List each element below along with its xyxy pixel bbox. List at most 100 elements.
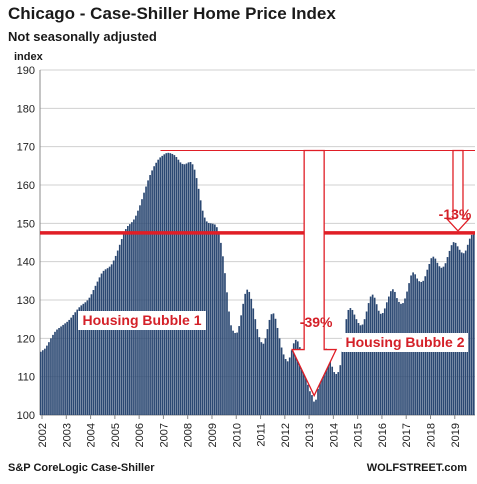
bar	[321, 361, 323, 415]
bar	[345, 319, 348, 415]
y-tick-label: 100	[17, 410, 35, 422]
bar	[369, 296, 372, 415]
bar	[185, 163, 188, 415]
bar	[74, 312, 77, 415]
bar	[232, 330, 234, 415]
x-tick-label: 2018	[425, 423, 437, 447]
bar	[84, 302, 87, 415]
bar	[363, 319, 366, 415]
bar	[307, 384, 309, 415]
y-tick-label: 110	[17, 372, 35, 384]
bar	[104, 269, 107, 415]
bar	[315, 399, 317, 415]
y-tick-label: 180	[17, 103, 35, 115]
bar	[349, 308, 352, 415]
brand-label: WOLFSTREET.com	[366, 462, 467, 474]
x-tick-label: 2019	[450, 423, 462, 447]
x-tick-label: 2005	[110, 423, 122, 447]
bar	[149, 175, 151, 415]
annotation-bubble-1-bg	[78, 311, 206, 330]
bar	[319, 375, 321, 415]
bar	[116, 250, 119, 415]
bar	[171, 153, 174, 415]
bar	[452, 242, 455, 415]
x-tick-label: 2002	[37, 423, 49, 447]
y-tick-label: 130	[17, 295, 35, 307]
bar	[82, 303, 85, 415]
bar	[72, 314, 75, 415]
bar	[402, 303, 404, 415]
bar	[46, 345, 48, 415]
bar	[284, 359, 287, 415]
bar	[466, 244, 469, 415]
bar	[98, 277, 101, 415]
bar	[294, 339, 297, 415]
bar	[102, 270, 105, 415]
bar	[58, 327, 60, 415]
bar	[222, 256, 224, 415]
bar	[296, 341, 299, 415]
bar	[341, 351, 344, 415]
x-tick-label: 2003	[61, 423, 73, 447]
bar	[211, 223, 214, 415]
bar	[141, 199, 143, 415]
annotation-bubble-2: Housing Bubble 2	[346, 334, 465, 350]
bar	[333, 372, 336, 415]
bar	[226, 292, 228, 415]
bar	[353, 314, 356, 415]
bar	[361, 324, 364, 415]
bar	[381, 313, 384, 415]
bar	[385, 302, 388, 415]
bar	[179, 162, 182, 415]
bar	[88, 297, 91, 415]
x-tick-label: 2016	[377, 423, 389, 447]
bar	[177, 159, 180, 415]
bar	[252, 308, 255, 415]
bar	[40, 351, 42, 415]
bar	[276, 327, 279, 415]
bar	[214, 224, 216, 415]
bar	[398, 301, 400, 415]
bar	[163, 154, 166, 415]
bar	[207, 222, 210, 415]
bar	[76, 309, 79, 415]
x-tick-label: 2009	[207, 423, 219, 447]
y-tick-label: 190	[17, 65, 35, 77]
bar	[290, 350, 293, 415]
y-tick-label: 150	[17, 218, 35, 230]
bar	[454, 242, 457, 415]
bar	[288, 357, 291, 415]
bar	[175, 157, 178, 415]
bar	[347, 309, 350, 415]
bar	[54, 331, 56, 415]
bar	[94, 285, 97, 415]
annotation-bubble-1: Housing Bubble 1	[83, 312, 202, 328]
bar	[309, 391, 311, 415]
bar	[357, 323, 360, 415]
x-tick-labels: 2002 2003 2004 2005 2006 2007 2008 2009 2010 2011…	[37, 415, 462, 447]
annotation-drop-39: -39%	[300, 314, 333, 330]
bar	[365, 311, 368, 415]
bar	[205, 221, 208, 415]
bar	[258, 337, 261, 415]
bar	[313, 401, 315, 415]
bar	[274, 318, 277, 415]
bar	[317, 388, 319, 415]
bar	[286, 361, 289, 415]
bar	[52, 334, 54, 415]
bar	[242, 303, 244, 415]
bar	[355, 319, 358, 415]
annotations: Housing Bubble 1 Housing Bubble 2 -39% -13%	[78, 206, 472, 352]
chart-subtitle: Not seasonally adjusted	[8, 29, 157, 44]
bar	[151, 170, 153, 415]
bar	[301, 356, 303, 415]
bar	[165, 153, 168, 415]
bar	[329, 359, 331, 415]
bar	[238, 326, 240, 415]
bar	[260, 342, 263, 415]
bar	[339, 365, 342, 415]
bar	[298, 347, 301, 415]
bar	[153, 166, 155, 415]
bar	[96, 281, 99, 415]
